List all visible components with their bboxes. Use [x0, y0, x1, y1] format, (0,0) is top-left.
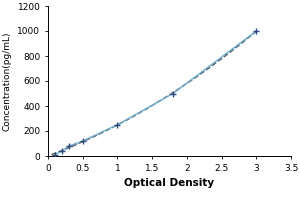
X-axis label: Optical Density: Optical Density — [124, 178, 214, 188]
Y-axis label: Concentration(pg/mL): Concentration(pg/mL) — [3, 31, 12, 131]
